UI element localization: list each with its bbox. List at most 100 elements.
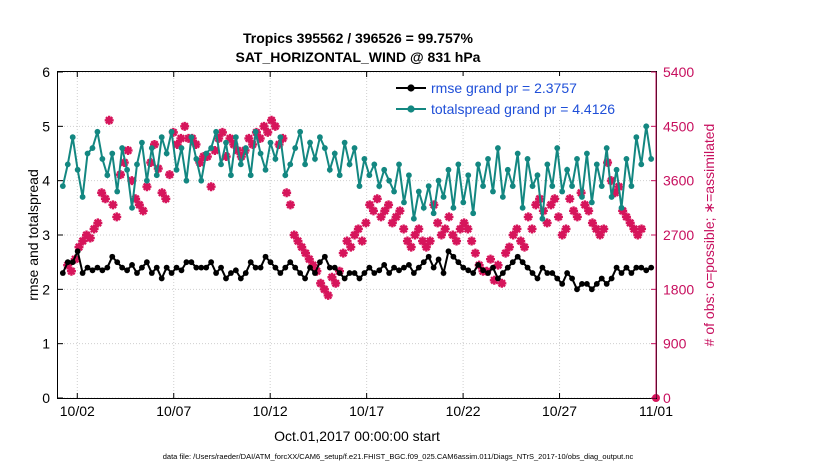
- totalspread-point: [499, 194, 506, 200]
- obs-assimilated-marker: [66, 266, 76, 276]
- totalspread-point: [302, 161, 308, 168]
- obs-assimilated-marker: [89, 224, 99, 234]
- obs-assimilated-marker: [557, 230, 567, 240]
- rmse-point: [584, 281, 590, 287]
- rmse-point: [445, 248, 452, 255]
- rmse-point: [252, 264, 259, 271]
- rmse-point: [79, 270, 86, 276]
- obs-assimilated-marker: [63, 260, 73, 270]
- obs-assimilated-marker: [501, 248, 511, 258]
- obs-assimilated-marker: [429, 200, 439, 210]
- obs-assimilated-marker: [342, 236, 352, 246]
- rmse-point: [643, 267, 650, 274]
- y-tick-label-left: 2: [42, 281, 50, 297]
- legend-spread-marker: [407, 105, 415, 113]
- y-tick-label-right: 2700: [663, 227, 694, 243]
- totalspread-point: [618, 204, 625, 211]
- obs-assimilated-marker: [74, 242, 84, 252]
- rmse-point: [524, 264, 531, 271]
- rmse-point: [361, 270, 368, 276]
- totalspread-point: [564, 166, 571, 173]
- totalspread-point: [366, 172, 373, 179]
- rmse-point: [465, 267, 472, 274]
- x-tick-label: 11/01: [639, 403, 673, 419]
- totalspread-point: [242, 145, 249, 151]
- obs-assimilated-marker: [270, 121, 280, 131]
- rmse-point: [148, 270, 155, 276]
- obs-assimilated-marker: [561, 224, 571, 234]
- y-tick-label-left: 0: [42, 390, 50, 406]
- obs-assimilated-marker: [70, 254, 80, 264]
- obs-assimilated-marker: [365, 200, 375, 210]
- totalspread-point: [376, 183, 383, 190]
- rmse-point: [564, 270, 571, 276]
- totalspread-point: [633, 134, 640, 141]
- totalspread-point: [410, 215, 417, 222]
- obs-assimilated-marker: [180, 121, 190, 131]
- rmse-point: [321, 253, 328, 260]
- rmse-point: [218, 264, 224, 271]
- totalspread-point: [514, 150, 521, 157]
- obs-assimilated-marker: [217, 127, 227, 137]
- totalspread-point: [277, 134, 284, 141]
- rmse-point: [623, 264, 630, 271]
- rmse-point: [203, 264, 210, 271]
- rmse-point: [406, 261, 412, 268]
- totalspread-point: [549, 183, 556, 190]
- rmse-point: [509, 259, 516, 266]
- obs-assimilated-marker: [425, 236, 435, 246]
- rmse-point: [89, 267, 96, 274]
- obs-assimilated-marker: [387, 218, 397, 228]
- rmse-point: [84, 264, 91, 271]
- totalspread-point: [351, 145, 358, 151]
- obs-assimilated-marker: [497, 278, 507, 288]
- obs-assimilated-marker: [448, 230, 458, 240]
- rmse-point: [193, 264, 200, 271]
- totalspread-point: [223, 139, 229, 146]
- rmse-point: [549, 270, 556, 276]
- rmse-point: [534, 275, 541, 282]
- rmse-point: [74, 248, 81, 255]
- totalspread-point: [188, 134, 195, 141]
- totalspread-point: [336, 172, 343, 179]
- totalspread-point: [193, 156, 200, 162]
- obs-assimilated-marker: [138, 206, 148, 216]
- rmse-point: [569, 275, 575, 282]
- rmse-point: [490, 264, 496, 271]
- obs-assimilated-marker: [350, 230, 360, 240]
- totalspread-point: [356, 183, 363, 190]
- totalspread-point: [598, 183, 605, 190]
- rmse-point: [119, 264, 126, 271]
- totalspread-point: [59, 183, 66, 190]
- obs-assimilated-marker: [161, 194, 171, 204]
- totalspread-point: [257, 150, 264, 157]
- obs-assimilated-marker: [519, 242, 529, 252]
- totalspread-point: [94, 128, 101, 135]
- obs-assimilated-marker: [142, 182, 152, 192]
- rmse-point: [435, 256, 442, 263]
- rmse-point: [213, 270, 219, 276]
- obs-assimilated-marker: [346, 242, 356, 252]
- rmse-point: [415, 264, 422, 271]
- totalspread-point: [124, 166, 130, 173]
- rmse-point: [401, 264, 407, 271]
- obs-assimilated-marker: [553, 212, 563, 222]
- rmse-point: [495, 275, 501, 282]
- totalspread-point: [282, 172, 289, 179]
- totalspread-point: [178, 145, 185, 151]
- obs-assimilated-marker: [172, 139, 182, 149]
- totalspread-point: [465, 172, 472, 179]
- rmse-point: [237, 275, 244, 282]
- totalspread-point: [198, 177, 205, 184]
- obs-assimilated-marker: [131, 194, 141, 204]
- totalspread-point: [341, 139, 348, 146]
- obs-assimilated-marker: [221, 152, 231, 162]
- x-axis-label: Oct.01,2017 00:00:00 start: [274, 428, 440, 444]
- totalspread-point: [267, 139, 274, 146]
- rmse-point: [351, 270, 358, 276]
- rmse-point: [470, 270, 477, 276]
- obs-assimilated-marker: [285, 200, 295, 210]
- rmse-point: [455, 259, 462, 266]
- totalspread-point: [163, 150, 170, 157]
- totalspread-point: [574, 156, 580, 162]
